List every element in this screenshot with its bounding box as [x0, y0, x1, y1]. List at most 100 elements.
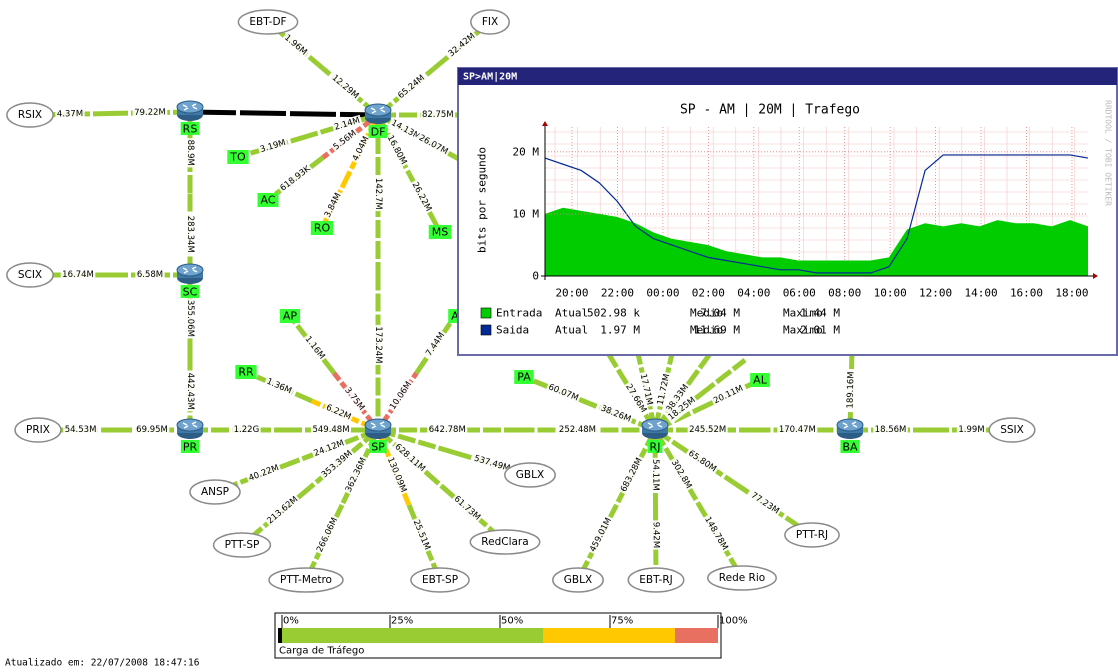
- label-box: [372, 324, 384, 365]
- label-box: [710, 382, 747, 408]
- traffic-label: 1.36M: [265, 377, 293, 397]
- link-label: 3.19M: [257, 137, 289, 156]
- traffic-label: 16.74M: [62, 270, 94, 280]
- traffic-label: 173.24M: [373, 326, 383, 363]
- traffic-label: 38.26M: [599, 404, 632, 425]
- link-label: 459.01M: [587, 514, 616, 556]
- node-label: A: [451, 310, 459, 323]
- router-icon: [176, 263, 204, 277]
- label-box: [545, 381, 582, 405]
- x-tick-label: 06:00: [783, 287, 816, 300]
- scale-label: 100%: [719, 616, 748, 627]
- traffic-label: 10.06M: [388, 380, 414, 412]
- node-label: GBLX: [564, 574, 592, 586]
- label-box: [445, 29, 479, 61]
- load-scale: Carga de Tráfego 0% 25% 50% 75% 100%: [274, 612, 748, 659]
- traffic-label: 459.01M: [588, 516, 614, 554]
- label-box: [245, 462, 283, 485]
- traffic-label: 442.43M: [185, 373, 195, 410]
- legend-stat: Maximo: [783, 307, 823, 320]
- label-box: [340, 384, 368, 415]
- y-arrow: [542, 121, 548, 126]
- label-box: [330, 127, 360, 154]
- link-label: 3.84M: [321, 189, 345, 221]
- router-icon: [836, 418, 864, 432]
- label-box: [845, 369, 857, 411]
- link-label: 61.73M: [450, 492, 484, 524]
- x-tick-label: 16:00: [1010, 287, 1043, 300]
- node-tag: [257, 193, 279, 207]
- legend-swatch: [480, 324, 492, 336]
- router-icon: [641, 418, 669, 432]
- node-tag: [514, 370, 534, 384]
- scale-label: 0%: [283, 616, 299, 627]
- popup-header: [458, 68, 1117, 85]
- node-tag: [279, 309, 301, 323]
- router-arrows: [182, 266, 198, 274]
- cloud: [469, 529, 541, 555]
- link-label: 1.96M: [280, 31, 311, 59]
- router-icon: [176, 418, 204, 432]
- node-tag: [235, 365, 257, 379]
- link-label: 10.06M: [386, 378, 416, 414]
- traffic-label: 40.22M: [247, 463, 280, 484]
- router-arrows: [182, 103, 198, 111]
- link-half: [109, 109, 191, 116]
- x-tick-label: 00:00: [646, 287, 679, 300]
- link-label: 54.53M: [63, 424, 98, 436]
- link-label: 77.23M: [747, 489, 783, 518]
- traffic-label: 60.07M: [547, 382, 580, 403]
- label-box: [184, 298, 196, 339]
- cloud: [627, 567, 685, 593]
- node-tag: [428, 225, 452, 239]
- link-label: 142.7M: [372, 176, 384, 212]
- label-box: [321, 189, 345, 221]
- router-arrows: [182, 421, 198, 429]
- label-box: [597, 402, 634, 426]
- label-box: [387, 116, 424, 144]
- legend-stat: Medio: [690, 324, 723, 337]
- x-tick-label: 20:00: [555, 287, 588, 300]
- node-label: EBT-SP: [422, 574, 458, 586]
- legend-stat: 1.97 M: [600, 324, 640, 337]
- traffic-label: 32.42M: [447, 31, 478, 59]
- traffic-label: 213.62M: [265, 495, 300, 527]
- footer: Atualizado em: 22/07/2008 18:47:16: [5, 658, 200, 669]
- cloud: [552, 567, 604, 593]
- link-half: [698, 358, 747, 397]
- label-box: [301, 332, 328, 363]
- scale-label: 75%: [611, 616, 633, 627]
- link-label: 54.11M: [649, 457, 661, 493]
- traffic-label: 1.16M: [303, 334, 327, 361]
- link-label: 4.37M: [55, 108, 85, 121]
- link-label: 18.56M: [873, 424, 908, 436]
- router-arrows: [647, 421, 663, 429]
- legend-stat: Atual: [555, 307, 588, 320]
- node-label: AL: [753, 374, 768, 387]
- node-tag: [840, 440, 860, 453]
- node-label: PA: [517, 371, 531, 384]
- link-label: 266.06M: [313, 514, 342, 556]
- link-label: 65.80M: [684, 447, 720, 476]
- link-label: 9.42M: [650, 520, 662, 550]
- node-label: SC: [183, 286, 198, 299]
- label-box: [701, 513, 731, 554]
- cloud: [14, 417, 62, 443]
- traffic-label: 3.84M: [323, 191, 344, 219]
- node-label: MS: [432, 226, 448, 239]
- label-box: [587, 514, 616, 556]
- node-label: Rede Rio: [719, 572, 765, 584]
- label-box: [684, 447, 720, 476]
- label-box: [557, 424, 598, 436]
- link-label: 442.43M: [184, 371, 196, 412]
- node-tag: [180, 285, 200, 298]
- label-box: [956, 424, 987, 436]
- traffic-label: 189.16M: [846, 371, 857, 408]
- line: [544, 154, 1089, 274]
- traffic-label: 61.73M: [452, 494, 482, 522]
- link-label: 189.16M: [845, 369, 857, 411]
- label-box: [263, 375, 295, 398]
- link-label: 88.9M: [184, 138, 196, 168]
- node-label: DF: [371, 126, 386, 139]
- label-box: [184, 214, 196, 255]
